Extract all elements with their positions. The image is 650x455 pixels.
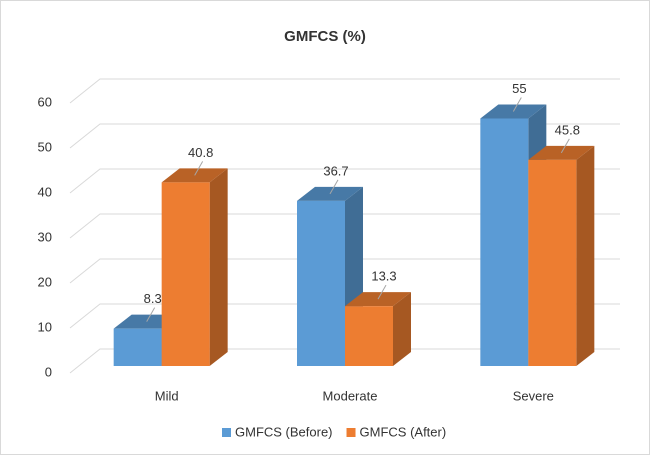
data-label: 40.8	[188, 145, 213, 160]
label-leader	[146, 307, 156, 322]
data-label: 55	[512, 81, 526, 96]
chart-title: GMFCS (%)	[284, 28, 366, 45]
grid-line	[69, 348, 620, 374]
y-tick-label: 60	[38, 94, 52, 109]
grid-line	[69, 78, 620, 104]
y-tick-label: 40	[38, 184, 52, 199]
data-label: 36.7	[323, 163, 348, 178]
data-label: 45.8	[555, 122, 580, 137]
grid-line	[69, 213, 620, 239]
data-label: 13.3	[371, 269, 396, 284]
legend-label: GMFCS (Before)	[235, 424, 333, 439]
grid-line	[69, 303, 620, 329]
bar	[528, 145, 595, 366]
bar-front	[528, 159, 577, 366]
y-tick-label: 20	[38, 274, 52, 289]
bar-front	[297, 200, 345, 366]
y-tick-label: 10	[38, 319, 52, 334]
grid-line	[69, 258, 620, 284]
grid-line	[69, 123, 620, 149]
label-leader	[377, 284, 387, 300]
y-tick-label: 50	[38, 139, 52, 154]
label-leader	[512, 97, 522, 112]
y-tick-label: 30	[38, 229, 52, 244]
label-leader	[560, 138, 570, 154]
bar-front	[161, 182, 210, 366]
bar	[161, 168, 228, 366]
x-tick-label: Severe	[513, 388, 554, 403]
bar-side	[576, 145, 595, 366]
bar-front	[113, 328, 162, 366]
x-tick-label: Moderate	[323, 388, 378, 403]
bar	[345, 292, 411, 366]
bar-front	[345, 306, 393, 366]
x-tick-label: Mild	[155, 388, 179, 403]
label-leader	[329, 179, 339, 195]
grid-line	[69, 168, 620, 194]
label-leader	[194, 161, 204, 176]
data-label: 8.3	[144, 291, 162, 306]
bar-side	[209, 168, 228, 366]
legend-swatch	[222, 428, 231, 437]
legend-swatch	[346, 428, 356, 437]
bar-front	[480, 118, 529, 366]
legend-label: GMFCS (After)	[360, 424, 447, 439]
bar-side	[393, 292, 411, 366]
y-tick-label: 0	[45, 364, 52, 379]
